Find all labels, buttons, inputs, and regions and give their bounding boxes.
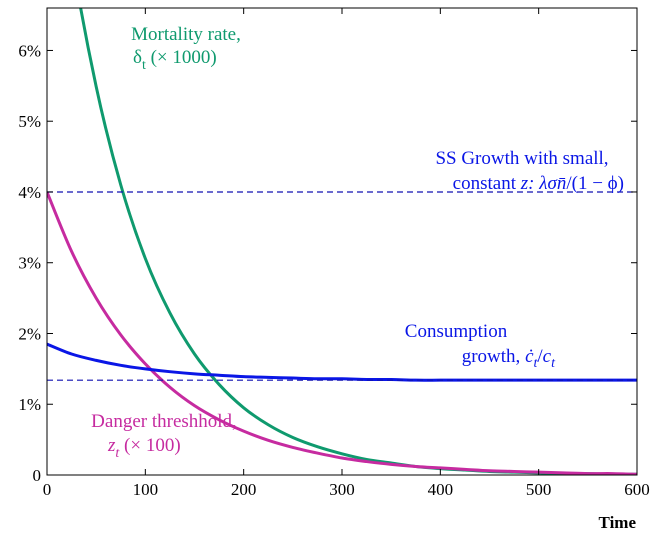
annotation-consumption-cdot: ċ <box>525 346 534 367</box>
y-tick-label-1: 1% <box>18 395 41 414</box>
series-mortality-line <box>79 8 637 475</box>
annotation-mortality-line2: δt (× 1000) <box>133 47 217 73</box>
x-tick-label-500: 500 <box>526 480 552 499</box>
axes-layer: 0 100 200 300 400 500 600 0 1% 2% 3% 4% 5% 6% <box>18 8 650 499</box>
x-axis-title: Time <box>599 513 637 532</box>
annotation-consumption: Consumption growth, ċt/ct <box>405 321 556 371</box>
x-tick-label-100: 100 <box>133 480 159 499</box>
x-tick-label-0: 0 <box>43 480 52 499</box>
annotation-ss-line2: constant z: λσn̄/(1 − ϕ) <box>453 173 624 194</box>
annotation-ss-line1: SS Growth with small, <box>435 148 608 169</box>
plot-frame <box>46 7 638 476</box>
annotation-mortality-symbol: δ <box>133 47 142 68</box>
annotation-consumption-sub2: t <box>551 356 556 371</box>
annotation-ss-nbar: n̄ <box>557 173 567 194</box>
annotation-mortality-scale: (× 1000) <box>146 47 217 68</box>
series-layer <box>47 8 637 475</box>
y-tick-label-3: 3% <box>18 254 41 273</box>
y-tick-label-5: 5% <box>18 112 41 131</box>
annotation-ss-constant: constant <box>453 173 521 194</box>
annotation-ss-z: z <box>520 173 529 194</box>
annotation-danger-line2: zt (× 100) <box>107 435 181 461</box>
annotation-consumption-slash: / <box>537 346 543 367</box>
annotation-consumption-line1: Consumption <box>405 321 508 342</box>
annotation-consumption-c: c <box>543 346 552 367</box>
y-tick-label-0: 0 <box>33 466 42 485</box>
y-tick-label-6: 6% <box>18 41 41 60</box>
annotation-danger-scale: (× 100) <box>119 435 180 456</box>
annotation-mortality-subscript: t <box>142 58 146 73</box>
annotation-consumption-line2: growth, ċt/ct <box>462 346 556 371</box>
x-tick-label-600: 600 <box>624 480 650 499</box>
y-tick-label-2: 2% <box>18 324 41 343</box>
annotation-danger-z: z <box>107 435 116 456</box>
annotation-danger-line1: Danger threshhold, <box>91 411 237 432</box>
annotation-ss-formula-b: /(1 − ϕ) <box>566 173 624 194</box>
annotation-ss-formula-a: : λσ <box>528 173 557 194</box>
annotation-consumption-growth: growth, <box>462 346 525 367</box>
annotation-mortality: Mortality rate, δt (× 1000) <box>131 24 241 73</box>
annotation-danger-subscript: t <box>115 446 120 461</box>
annotation-ss-growth: SS Growth with small, constant z: λσn̄/(… <box>435 148 624 194</box>
x-tick-label-200: 200 <box>231 480 257 499</box>
annotation-mortality-line1: Mortality rate, <box>131 24 241 45</box>
annotation-danger: Danger threshhold, zt (× 100) <box>91 411 237 461</box>
x-tick-label-300: 300 <box>329 480 355 499</box>
y-tick-label-4: 4% <box>18 183 41 202</box>
annotation-consumption-sub1: t <box>534 356 539 371</box>
x-tick-label-400: 400 <box>428 480 454 499</box>
